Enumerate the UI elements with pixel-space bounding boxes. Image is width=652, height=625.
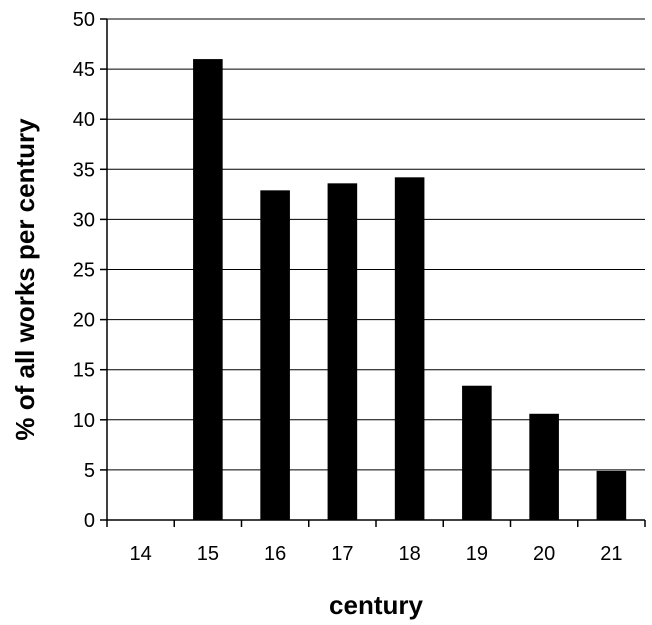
y-tick-label: 20 — [73, 310, 95, 332]
y-tick-label: 5 — [84, 460, 95, 482]
x-axis-title: century — [329, 590, 423, 620]
y-tick-label: 10 — [73, 410, 95, 432]
bars — [193, 59, 627, 521]
axes — [106, 19, 645, 521]
x-tick-label: 17 — [331, 543, 353, 565]
x-tick-label: 18 — [399, 543, 421, 565]
bar-16 — [260, 190, 290, 521]
bar-17 — [327, 183, 358, 520]
x-tick-label: 16 — [264, 543, 286, 565]
y-tick-label: 30 — [73, 209, 95, 231]
y-tick-label: 0 — [84, 510, 95, 532]
y-tick-label: 15 — [73, 360, 95, 382]
y-tick-label: 40 — [73, 109, 95, 131]
x-tick-labels: 14 15 16 17 18 19 20 21 — [130, 543, 623, 565]
bar-15 — [193, 59, 223, 521]
y-tick-label: 45 — [73, 59, 95, 81]
y-tick-label: 35 — [73, 159, 95, 181]
y-tick-labels: 0 5 10 15 20 25 30 35 40 45 50 — [73, 9, 95, 532]
bar-20 — [529, 413, 559, 520]
y-tick-label: 50 — [73, 9, 95, 31]
bar-18 — [394, 177, 425, 521]
gridlines — [100, 18, 646, 527]
bar-21 — [596, 470, 627, 520]
x-tick-label: 14 — [130, 543, 152, 565]
x-tick-label: 21 — [600, 543, 622, 565]
x-tick-label: 15 — [197, 543, 219, 565]
x-tick-label: 20 — [533, 543, 555, 565]
y-axis-title: % of all works per century — [10, 118, 40, 441]
x-tick-label: 19 — [466, 543, 488, 565]
bar-19 — [462, 385, 492, 520]
y-tick-label: 25 — [73, 260, 95, 282]
